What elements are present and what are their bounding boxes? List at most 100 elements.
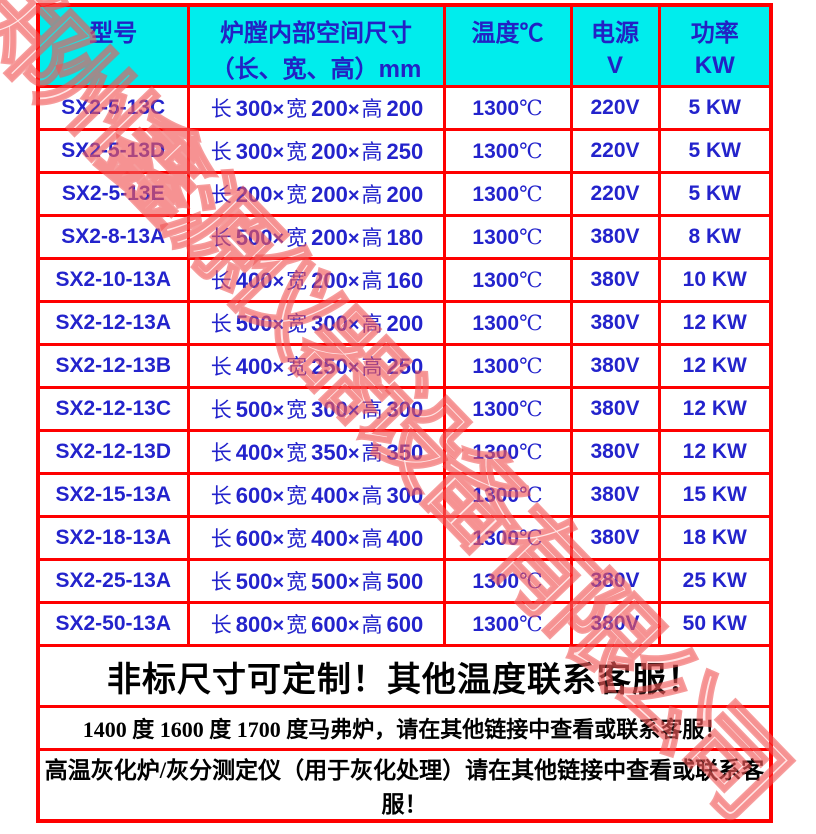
- dimension-value: 200: [386, 96, 424, 121]
- dimension-label: 高: [361, 226, 383, 250]
- dimension-label: 宽: [286, 613, 308, 637]
- dimension-value: 400: [386, 526, 424, 551]
- temperature-cell: 1300℃: [442, 171, 573, 217]
- celsius-symbol: ℃: [519, 353, 543, 378]
- dimension-value: 500: [235, 225, 273, 250]
- dimension-label: 长: [210, 484, 232, 508]
- temperature-value: 1300: [472, 268, 520, 292]
- dimension-label: 长: [210, 140, 232, 164]
- power-cell: 18 KW: [657, 515, 773, 561]
- temperature-value: 1300: [472, 354, 520, 378]
- table-row: SX2-5-13D 长 300×宽 200×高 250 1300℃ 220V 5 KW: [36, 128, 773, 174]
- model-cell: SX2-25-13A: [36, 558, 190, 604]
- chamber-size-cell: 长 500×宽 500×高 500: [186, 558, 446, 604]
- times-sign: ×: [347, 400, 360, 422]
- voltage-cell: 380V: [569, 386, 661, 432]
- table-row: SX2-12-13B 长 400×宽 250×高 250 1300℃ 380V 12 KW: [36, 343, 773, 389]
- times-sign: ×: [347, 142, 360, 164]
- dimension-label: 高: [361, 398, 383, 422]
- dimension-label: 长: [210, 97, 232, 121]
- power-cell: 15 KW: [657, 472, 773, 518]
- voltage-cell: 220V: [569, 171, 661, 217]
- power-cell: 5 KW: [657, 128, 773, 174]
- dimension-value: 800: [235, 612, 273, 637]
- times-sign: ×: [272, 228, 285, 250]
- celsius-symbol: ℃: [519, 95, 543, 120]
- header-power: 功率 KW: [657, 3, 773, 88]
- dimension-value: 600: [235, 526, 273, 551]
- power-cell: 12 KW: [657, 429, 773, 475]
- note-custom-size-text: 非标尺寸可定制！其他温度联系客服！: [36, 644, 773, 708]
- times-sign: ×: [347, 185, 360, 207]
- dimension-value: 300: [311, 397, 348, 422]
- model-cell: SX2-12-13A: [36, 300, 190, 346]
- dimension-label: 宽: [286, 140, 308, 164]
- table-row: SX2-5-13C 长 300×宽 200×高 200 1300℃ 220V 5 KW: [36, 85, 773, 131]
- temperature-cell: 1300℃: [442, 515, 573, 561]
- dimension-label: 长: [210, 355, 232, 379]
- chamber-size-cell: 长 800×宽 600×高 600: [186, 601, 446, 647]
- dimension-value: 400: [311, 526, 348, 551]
- temperature-cell: 1300℃: [442, 85, 573, 131]
- dimension-label: 宽: [286, 183, 308, 207]
- times-sign: ×: [347, 99, 360, 121]
- chamber-size-cell: 长 200×宽 200×高 200: [186, 171, 446, 217]
- temperature-cell: 1300℃: [442, 343, 573, 389]
- table-header: 型号 炉膛内部空间尺寸 （长、宽、高）mm 温度℃ 电源 V 功率 KW: [36, 3, 773, 88]
- times-sign: ×: [272, 400, 285, 422]
- chamber-size-cell: 长 500×宽 300×高 300: [186, 386, 446, 432]
- times-sign: ×: [272, 357, 285, 379]
- model-cell: SX2-5-13D: [36, 128, 190, 174]
- dimension-label: 高: [361, 441, 383, 465]
- dimension-value: 500: [235, 311, 273, 336]
- dimension-value: 400: [235, 268, 273, 293]
- table-row: SX2-12-13C 长 500×宽 300×高 300 1300℃ 380V 12 KW: [36, 386, 773, 432]
- celsius-symbol: ℃: [519, 611, 543, 636]
- dimension-value: 250: [386, 139, 424, 164]
- temperature-value: 1300: [472, 139, 520, 163]
- temperature-value: 1300: [472, 225, 520, 249]
- dimension-label: 宽: [286, 97, 308, 121]
- header-voltage: 电源 V: [569, 3, 661, 88]
- dimension-label: 高: [361, 613, 383, 637]
- times-sign: ×: [272, 615, 285, 637]
- dimension-value: 200: [311, 268, 348, 293]
- dimension-label: 高: [361, 527, 383, 551]
- note-row-other-temps: 1400 度 1600 度 1700 度马弗炉，请在其他链接中查看或联系客服！: [36, 705, 773, 751]
- times-sign: ×: [272, 142, 285, 164]
- temperature-cell: 1300℃: [442, 257, 573, 303]
- dimension-value: 600: [235, 483, 273, 508]
- times-sign: ×: [347, 529, 360, 551]
- celsius-symbol: ℃: [519, 482, 543, 507]
- model-cell: SX2-15-13A: [36, 472, 190, 518]
- dimension-label: 长: [210, 226, 232, 250]
- celsius-symbol: ℃: [519, 568, 543, 593]
- dimension-value: 300: [235, 96, 273, 121]
- header-temperature-label: 温度℃: [471, 19, 544, 47]
- header-power-unit: KW: [694, 52, 735, 79]
- voltage-cell: 380V: [569, 214, 661, 260]
- times-sign: ×: [347, 228, 360, 250]
- header-chamber-size: 炉膛内部空间尺寸 （长、宽、高）mm: [186, 3, 446, 88]
- times-sign: ×: [272, 185, 285, 207]
- dimension-value: 200: [235, 182, 273, 207]
- chamber-size-cell: 长 400×宽 350×高 350: [186, 429, 446, 475]
- dimension-label: 高: [361, 312, 383, 336]
- table-row: SX2-8-13A 长 500×宽 200×高 180 1300℃ 380V 8 KW: [36, 214, 773, 260]
- voltage-cell: 220V: [569, 85, 661, 131]
- voltage-cell: 380V: [569, 472, 661, 518]
- power-cell: 5 KW: [657, 171, 773, 217]
- dimension-value: 300: [386, 483, 424, 508]
- header-voltage-label: 电源: [591, 19, 639, 47]
- dimension-value: 500: [235, 569, 273, 594]
- table-row: SX2-25-13A 长 500×宽 500×高 500 1300℃ 380V 25 KW: [36, 558, 773, 604]
- furnace-spec-table: 型号 炉膛内部空间尺寸 （长、宽、高）mm 温度℃ 电源 V 功率 KW SX2…: [36, 3, 773, 823]
- dimension-label: 长: [210, 570, 232, 594]
- dimension-label: 长: [210, 441, 232, 465]
- dimension-value: 500: [235, 397, 273, 422]
- celsius-symbol: ℃: [519, 138, 543, 163]
- times-sign: ×: [347, 443, 360, 465]
- model-cell: SX2-18-13A: [36, 515, 190, 561]
- times-sign: ×: [347, 486, 360, 508]
- model-cell: SX2-12-13C: [36, 386, 190, 432]
